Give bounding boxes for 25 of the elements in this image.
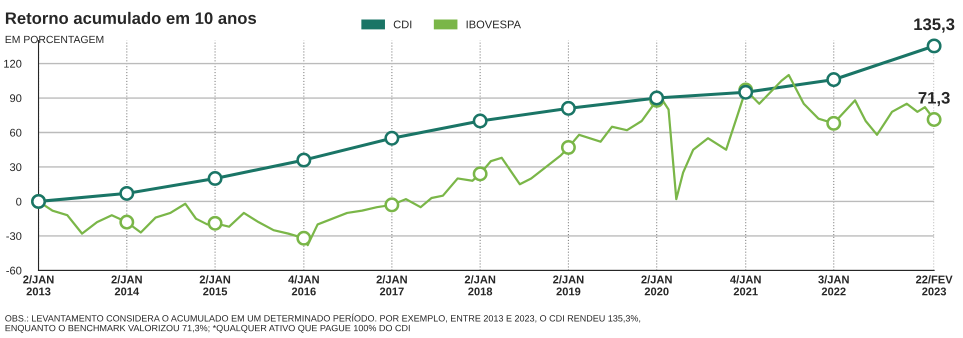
y-tick-label: 60	[10, 128, 22, 137]
x-tick-label: 22/FEV 2023	[916, 275, 953, 296]
annotation: 71,3	[918, 92, 950, 106]
chart-title: Retorno acumulado em 10 anos	[6, 12, 256, 24]
y-tick-label: 90	[10, 94, 22, 102]
y-tick-label: 120	[4, 60, 22, 68]
chart-subtitle: EM PORCENTAGEM	[6, 36, 104, 44]
x-tick-label: 2/JAN 2017	[376, 275, 407, 296]
legend-label: IBOVESPA	[466, 20, 521, 28]
legend-label: CDI	[394, 20, 412, 28]
y-tick-label: -60	[6, 266, 22, 275]
x-tick-label: 2/JAN 2013	[23, 275, 54, 296]
x-tick-label: 2/JAN 2020	[641, 275, 672, 296]
x-tick-label: 4/JAN 2016	[288, 275, 319, 296]
x-tick-label: 3/JAN 2022	[818, 275, 849, 296]
y-tick-label: 0	[16, 198, 22, 206]
y-tick-label: 30	[10, 163, 22, 172]
annotation: 135,3	[914, 18, 954, 33]
x-tick-label: 2/JAN 2019	[553, 275, 584, 296]
x-tick-label: 2/JAN 2014	[111, 275, 142, 296]
x-tick-label: 2/JAN 2015	[200, 275, 230, 296]
text: OBS.: LEVANTAMENTO CONSIDERA O ACUMULADO EM UM DETERMINADO PERÍODO. POR EXEMPLO, ENTRE 2013 E 2023, O CDI RENDEU 135,3%, ENQUANTO O BENCHMARK VALORIZOU 71,3%; *QUALQUER ATIVO QUE PAGUE 100% DO CDI	[5, 314, 640, 333]
x-tick-label: 2/JAN 2018	[464, 275, 496, 296]
x-tick-label: 4/JAN 2021	[730, 275, 761, 296]
y-tick-label: -30	[6, 232, 22, 240]
